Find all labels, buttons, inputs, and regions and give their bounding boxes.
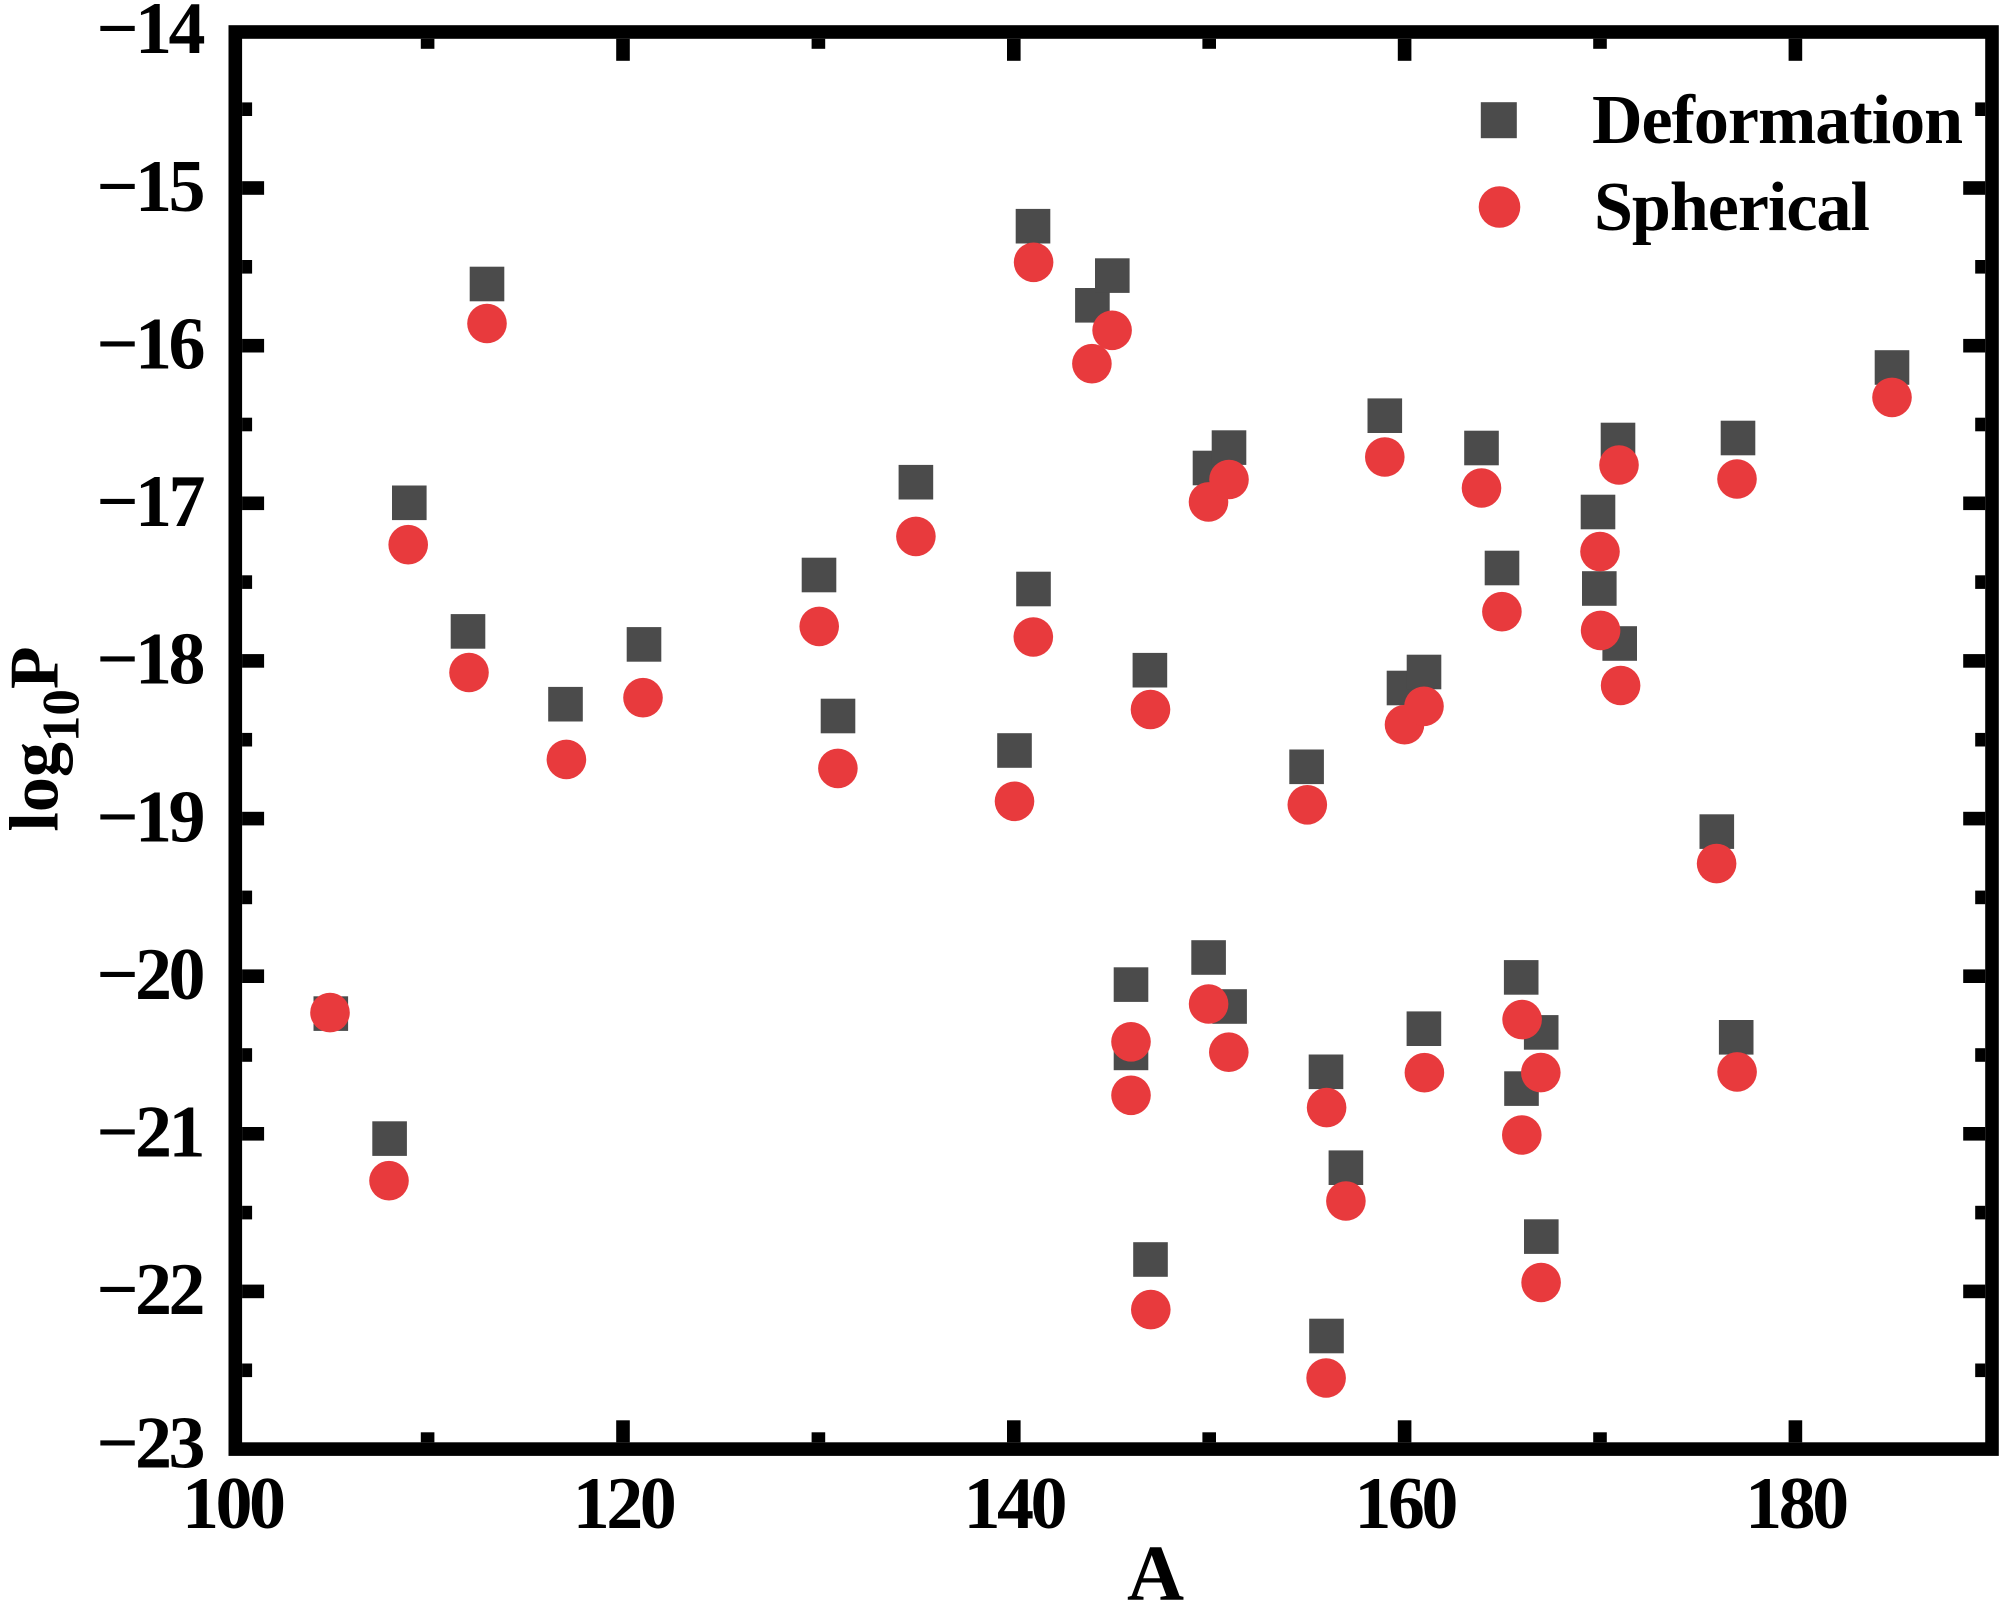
svg-text:100: 100 — [182, 1463, 284, 1545]
svg-text:−22: −22 — [96, 1249, 202, 1331]
svg-text:−15: −15 — [96, 146, 203, 228]
svg-text:180: 180 — [1745, 1463, 1847, 1545]
svg-text:160: 160 — [1354, 1463, 1456, 1545]
svg-text:140: 140 — [964, 1463, 1066, 1545]
svg-text:−21: −21 — [96, 1092, 202, 1174]
svg-text:−16: −16 — [96, 304, 203, 386]
svg-text:−20: −20 — [96, 934, 203, 1016]
svg-text:Deformation: Deformation — [1592, 82, 1962, 159]
svg-text:Spherical: Spherical — [1594, 169, 1869, 246]
svg-text:−17: −17 — [96, 461, 204, 543]
svg-text:−19: −19 — [96, 776, 203, 858]
svg-text:−23: −23 — [96, 1403, 203, 1485]
svg-text:120: 120 — [573, 1463, 675, 1545]
svg-text:−18: −18 — [96, 619, 203, 701]
svg-text:−14: −14 — [96, 0, 204, 70]
svg-text:A: A — [1127, 1531, 1184, 1605]
